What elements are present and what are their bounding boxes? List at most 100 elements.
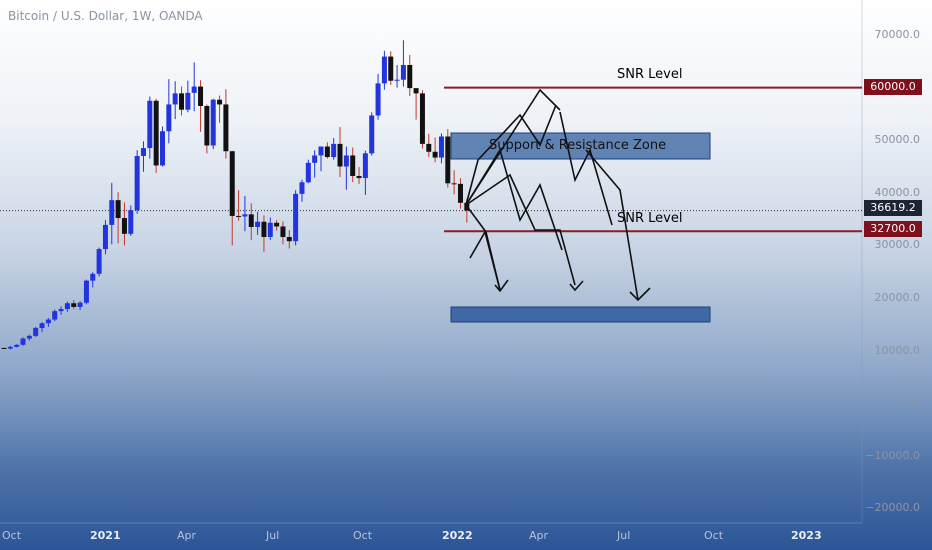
time-tick-label: Jul [266, 529, 280, 542]
candle-body [242, 214, 248, 217]
candle-body [115, 200, 121, 219]
projection-arrow [629, 287, 651, 302]
target-zone [450, 306, 711, 323]
candle-body [223, 104, 229, 152]
candle-body [90, 273, 96, 281]
time-tick-label: 2022 [442, 529, 473, 542]
candle-body [77, 302, 83, 307]
candle-body [413, 88, 419, 94]
candle-body [71, 303, 77, 307]
price-tick-label: −10000.0 [865, 448, 920, 462]
candle-body [407, 64, 413, 89]
candle-body [229, 151, 235, 216]
price-tick-label: 40000.0 [874, 185, 921, 199]
candle-body [324, 146, 330, 158]
candle-body [134, 155, 140, 211]
candle-body [274, 222, 280, 227]
candle-body [128, 210, 134, 234]
candle-body [14, 344, 20, 347]
price-tick-label: 20000.0 [874, 291, 921, 304]
time-tick-label: 2021 [90, 529, 121, 542]
candle-body [153, 100, 159, 166]
candle-body [198, 86, 204, 107]
projection-arrow [465, 148, 563, 251]
candle-body [26, 335, 32, 339]
candle-body [369, 115, 375, 154]
price-tag-60000: 60000.0 [864, 79, 922, 95]
candle-body [52, 311, 58, 320]
candle-body [248, 214, 254, 227]
candle-body [185, 92, 191, 110]
projection-arrow [465, 88, 561, 206]
candle-body [362, 153, 368, 179]
time-tick-label: Jul [617, 529, 631, 542]
candle-body [337, 143, 343, 167]
candle-body [299, 182, 305, 194]
candle-body [7, 346, 13, 349]
candle-body [388, 56, 394, 81]
candle-body [438, 136, 444, 158]
candle-body [39, 323, 45, 328]
candle-body [432, 151, 438, 158]
projection-arrow [494, 279, 509, 293]
price-tag-32700: 32700.0 [864, 221, 922, 237]
candle-body [255, 221, 261, 227]
time-tick-label: Oct [704, 529, 724, 542]
time-tick-label: 2023 [791, 529, 822, 542]
candle-body [305, 162, 311, 183]
candle-body [172, 93, 178, 105]
candle-body [261, 221, 267, 237]
candle-body [318, 146, 324, 156]
candle-body [147, 100, 153, 149]
time-tick-label: Oct [353, 529, 373, 542]
candle-body [419, 93, 425, 144]
candle-body [166, 104, 172, 132]
candle-body [191, 86, 197, 93]
candle-body [58, 309, 64, 312]
candle-body [394, 79, 400, 81]
projection-arrow [465, 173, 576, 286]
price-tick-label: −20000.0 [865, 501, 920, 515]
candle-body [457, 183, 463, 203]
candle-body [267, 222, 273, 237]
price-tick-label: 0.0 [902, 396, 921, 410]
time-tick-label: Oct [2, 529, 22, 542]
chart-title: Bitcoin / U.S. Dollar, 1W, OANDA [8, 9, 203, 23]
candle-body [140, 148, 146, 156]
price-tick-label: 50000.0 [874, 133, 921, 147]
price-tick-label: 70000.0 [874, 28, 921, 41]
projection-arrow [465, 104, 557, 206]
projection-arrow [469, 229, 501, 291]
projection-arrow [465, 204, 501, 291]
price-tick-label: 10000.0 [874, 343, 921, 357]
candle-body [1, 347, 7, 349]
candle-body [331, 143, 337, 158]
candle-body [204, 106, 210, 146]
candle-body [64, 303, 70, 310]
candle-body [96, 249, 102, 274]
projection-arrow [559, 111, 613, 226]
candle-body [20, 338, 26, 345]
support-resistance-zone-label: Support & Resistance Zone [489, 138, 667, 153]
candle-body [210, 99, 216, 146]
projection-arrow [569, 280, 584, 292]
candle-body [375, 83, 381, 116]
candle-body [102, 224, 108, 250]
candle-body [33, 327, 39, 336]
projection-arrow [585, 149, 639, 301]
candle-body [217, 99, 223, 105]
price-tag-last: 36619.2 [864, 200, 922, 216]
snr-lower-label: SNR Level [617, 211, 683, 226]
price-tick-label: 30000.0 [874, 238, 921, 252]
candle-body [343, 155, 349, 167]
candle-body [426, 143, 432, 152]
support-resistance-zone [450, 132, 711, 160]
time-tick-label: Apr [177, 529, 197, 542]
candle-body [350, 155, 356, 176]
candle-body [312, 155, 318, 163]
candle-body [445, 136, 451, 184]
snr-upper-label: SNR Level [617, 67, 683, 82]
candle-body [45, 319, 51, 324]
